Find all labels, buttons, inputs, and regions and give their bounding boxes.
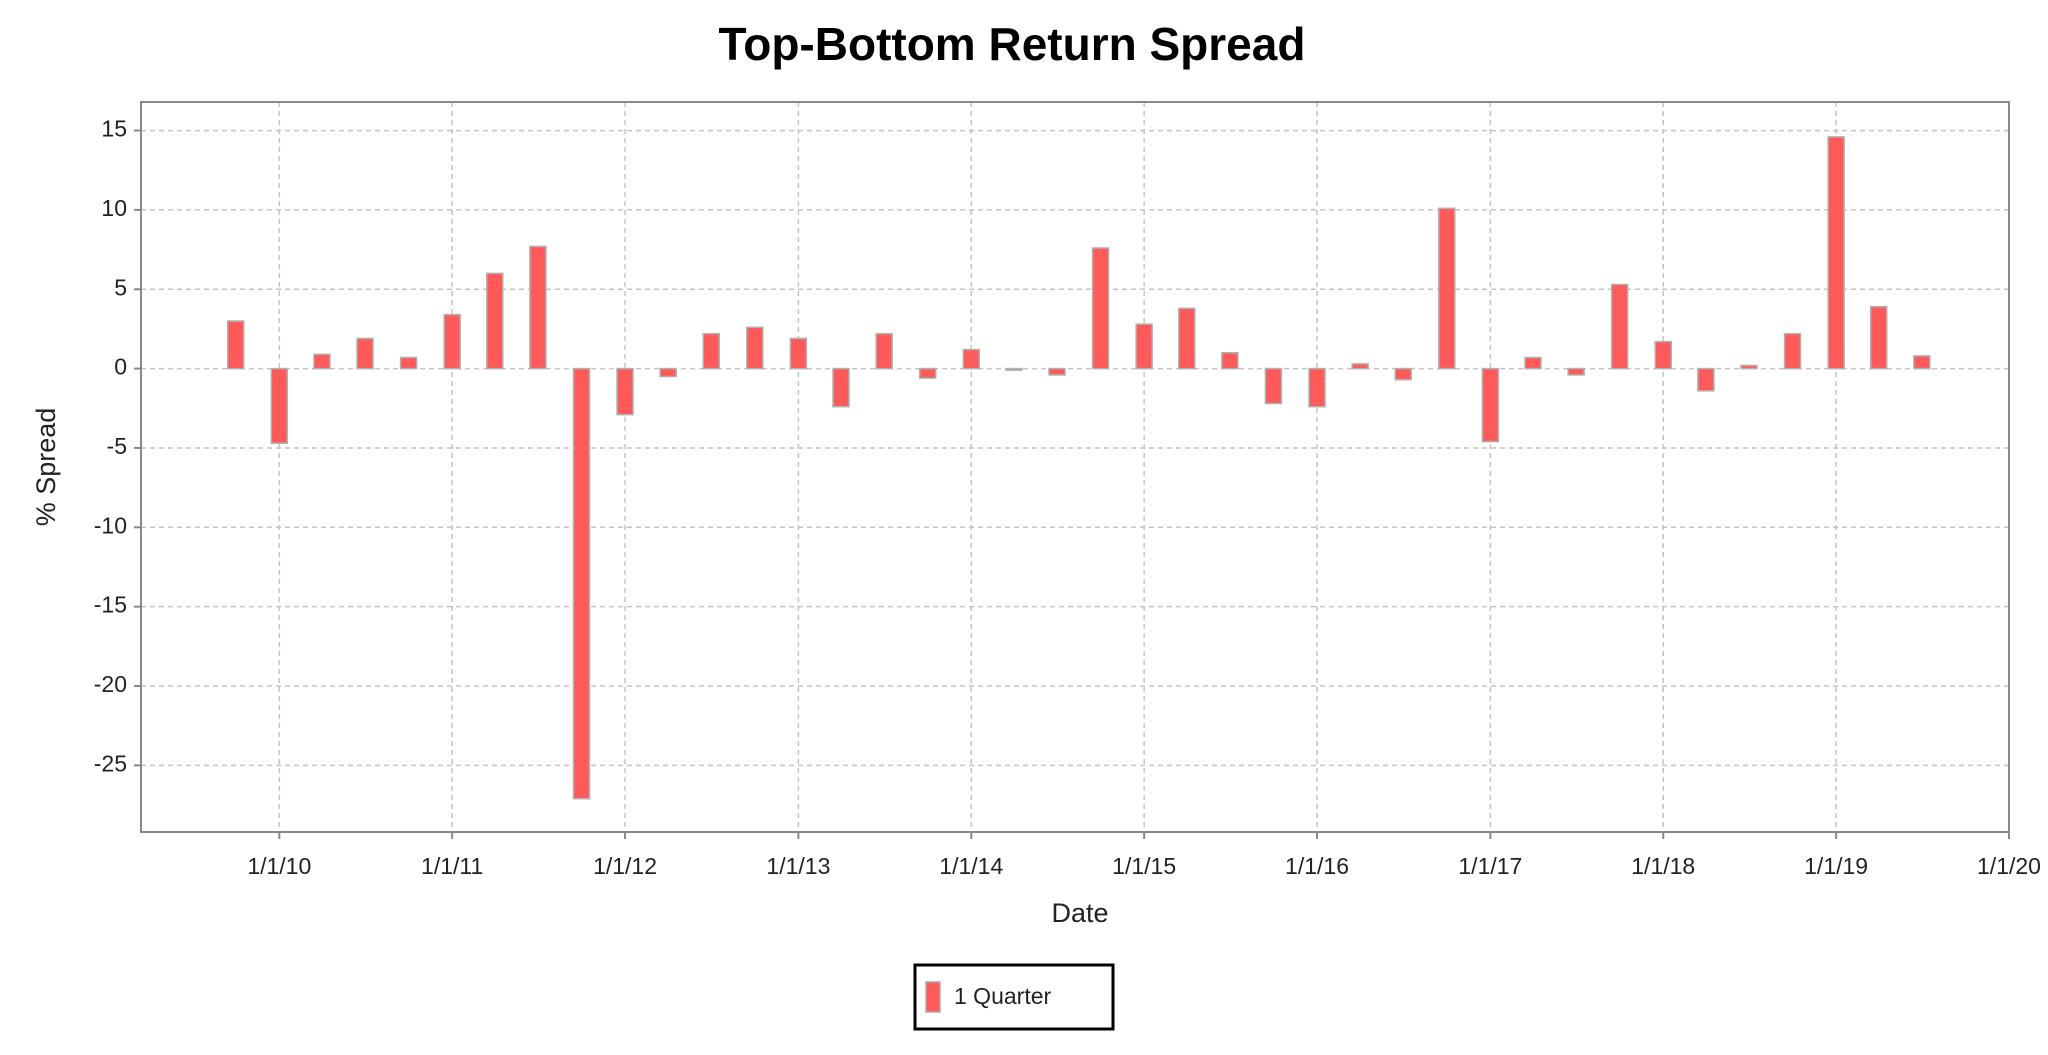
bar bbox=[1697, 367, 1715, 392]
bar bbox=[1091, 247, 1110, 370]
bar bbox=[1740, 364, 1758, 370]
plot-border bbox=[140, 101, 2010, 833]
bar bbox=[1567, 367, 1585, 376]
bar bbox=[1870, 305, 1888, 370]
x-tick-label: 1/1/15 bbox=[1112, 853, 1176, 879]
y-tick-label: -25 bbox=[94, 750, 127, 776]
x-tick-label: 1/1/17 bbox=[1458, 853, 1522, 879]
plot-layer bbox=[141, 102, 2010, 832]
bar bbox=[1221, 351, 1239, 370]
bar bbox=[1524, 356, 1542, 370]
bar bbox=[1610, 283, 1629, 370]
y-tick-label: -20 bbox=[94, 671, 127, 697]
bar bbox=[399, 356, 418, 370]
bar bbox=[659, 367, 677, 378]
x-tick-label: 1/1/16 bbox=[1285, 853, 1349, 879]
bar bbox=[1438, 207, 1456, 370]
legend-label: 1 Quarter bbox=[954, 983, 1051, 1009]
bar bbox=[875, 332, 893, 370]
bar bbox=[1394, 367, 1412, 381]
bar bbox=[1308, 367, 1326, 408]
x-axis-label: Date bbox=[1051, 898, 1108, 928]
bar bbox=[572, 367, 591, 800]
x-tick-label: 1/1/12 bbox=[593, 853, 657, 879]
bar bbox=[918, 367, 937, 379]
y-axis-label: % Spread bbox=[31, 408, 61, 527]
bar bbox=[226, 320, 245, 370]
legend bbox=[913, 963, 1115, 1031]
y-tick-label: -5 bbox=[107, 433, 127, 459]
y-tick-label: 5 bbox=[114, 274, 127, 300]
x-tick-label: 1/1/13 bbox=[766, 853, 830, 879]
bar bbox=[1135, 323, 1153, 370]
bar bbox=[486, 272, 504, 370]
x-tick-label: 1/1/20 bbox=[1977, 853, 2041, 879]
bar bbox=[832, 367, 850, 408]
legend-swatch bbox=[925, 981, 941, 1013]
bar bbox=[1048, 367, 1066, 376]
bar bbox=[1654, 340, 1672, 370]
bar bbox=[443, 313, 461, 370]
x-tick-label: 1/1/19 bbox=[1804, 853, 1868, 879]
y-tick-label: 10 bbox=[101, 195, 127, 221]
bar bbox=[1005, 367, 1023, 371]
y-tick-label: -15 bbox=[94, 592, 127, 618]
bar bbox=[1351, 363, 1369, 370]
bar bbox=[529, 245, 547, 370]
bar bbox=[616, 367, 634, 416]
bar bbox=[356, 337, 374, 370]
bar bbox=[789, 337, 808, 370]
x-tick-label: 1/1/18 bbox=[1631, 853, 1695, 879]
y-tick-label: 0 bbox=[114, 354, 127, 380]
bar bbox=[270, 367, 289, 444]
y-tick-label: -10 bbox=[94, 512, 127, 538]
bar bbox=[313, 353, 331, 370]
bar bbox=[1264, 367, 1283, 405]
bar bbox=[746, 326, 764, 370]
bar bbox=[1178, 307, 1196, 370]
y-tick-label: 15 bbox=[101, 116, 127, 142]
bar bbox=[1481, 367, 1500, 443]
bar bbox=[702, 332, 721, 370]
x-tick-label: 1/1/14 bbox=[939, 853, 1003, 879]
bar bbox=[1827, 136, 1845, 370]
bar bbox=[1913, 355, 1931, 370]
bar bbox=[962, 348, 981, 370]
x-tick-label: 1/1/11 bbox=[421, 853, 483, 879]
plot-area bbox=[141, 102, 2009, 832]
bar bbox=[1783, 332, 1802, 370]
chart-title: Top-Bottom Return Spread bbox=[719, 18, 1306, 70]
x-tick-label: 1/1/10 bbox=[247, 853, 311, 879]
